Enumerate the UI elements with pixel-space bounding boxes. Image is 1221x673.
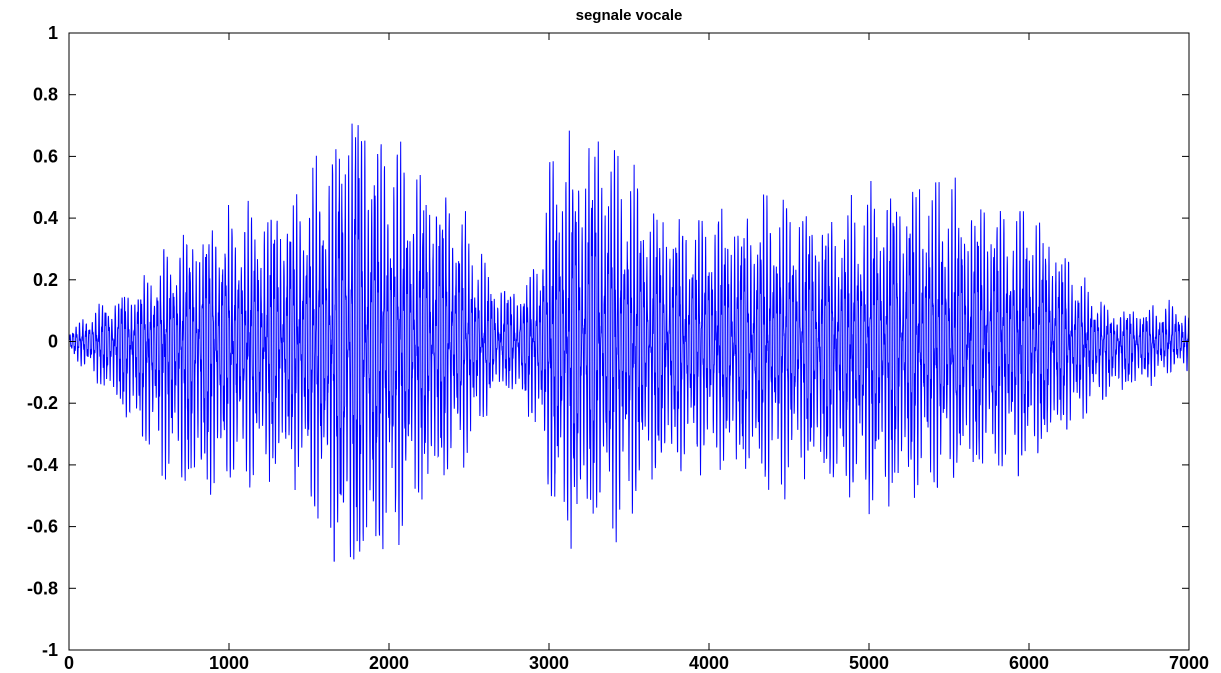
y-tick-label: 1 bbox=[48, 23, 58, 43]
x-tick-label: 4000 bbox=[689, 653, 729, 673]
y-tick-label: -0.8 bbox=[27, 578, 58, 598]
x-axis: 0 1000 2000 3000 4000 5000 6000 7000 bbox=[64, 33, 1209, 673]
y-tick-label: -0.2 bbox=[27, 393, 58, 413]
y-tick-label: 0.6 bbox=[33, 146, 58, 166]
x-tick-label: 7000 bbox=[1169, 653, 1209, 673]
x-tick-label: 6000 bbox=[1009, 653, 1049, 673]
x-tick-label: 1000 bbox=[209, 653, 249, 673]
y-tick-label: -1 bbox=[42, 640, 58, 660]
x-tick-label: 0 bbox=[64, 653, 74, 673]
y-tick-label: -0.4 bbox=[27, 455, 58, 475]
y-tick-label: 0.8 bbox=[33, 85, 58, 105]
y-tick-label: 0 bbox=[48, 332, 58, 352]
y-tick-label: -0.6 bbox=[27, 517, 58, 537]
chart-title: segnale vocale bbox=[576, 7, 683, 24]
x-tick-label: 2000 bbox=[369, 653, 409, 673]
y-axis: 1 0.8 0.6 0.4 0.2 0 -0.2 -0.4 -0.6 -0.8 -1 bbox=[27, 23, 1189, 660]
x-tick-label: 5000 bbox=[849, 653, 889, 673]
signal-series-line bbox=[69, 123, 1189, 562]
y-tick-label: 0.2 bbox=[33, 270, 58, 290]
y-tick-label: 0.4 bbox=[33, 208, 58, 228]
x-tick-label: 3000 bbox=[529, 653, 569, 673]
